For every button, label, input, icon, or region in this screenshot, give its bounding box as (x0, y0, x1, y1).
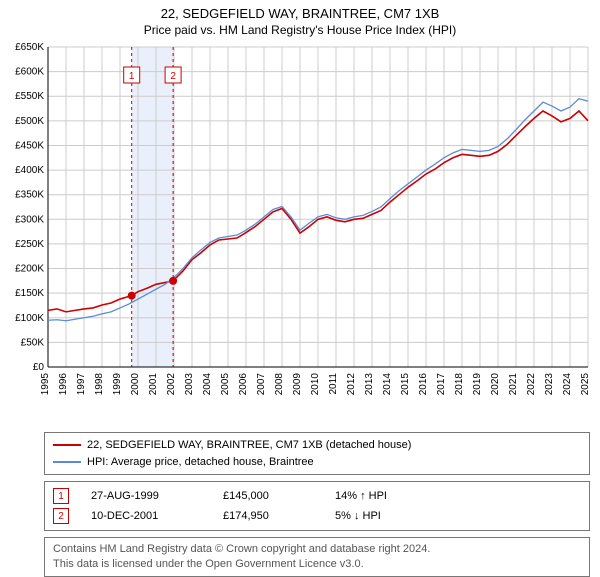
legend-row: 22, SEDGEFIELD WAY, BRAINTREE, CM7 1XB (… (53, 437, 581, 454)
svg-text:2013: 2013 (364, 373, 375, 396)
legend-label: HPI: Average price, detached house, Brai… (87, 454, 314, 471)
transactions-table: 1 27-AUG-1999 £145,000 14% ↑ HPI 2 10-DEC-200… (44, 481, 590, 531)
svg-text:1995: 1995 (40, 373, 51, 396)
svg-text:2014: 2014 (382, 373, 393, 396)
transaction-marker: 2 (53, 508, 69, 524)
svg-text:£500K: £500K (15, 116, 44, 127)
legend-swatch (53, 461, 81, 463)
transaction-price: £145,000 (223, 490, 313, 502)
attribution: Contains HM Land Registry data © Crown c… (44, 537, 590, 577)
svg-text:2: 2 (170, 71, 176, 82)
svg-text:£150K: £150K (15, 288, 44, 299)
svg-text:£550K: £550K (15, 91, 44, 102)
svg-text:2018: 2018 (454, 373, 465, 396)
svg-text:2012: 2012 (346, 373, 357, 396)
svg-text:£0: £0 (33, 362, 45, 373)
svg-text:£100K: £100K (15, 313, 44, 324)
svg-text:2002: 2002 (166, 373, 177, 396)
transaction-delta: 5% ↓ HPI (335, 510, 425, 522)
svg-text:£400K: £400K (15, 165, 44, 176)
svg-text:1998: 1998 (94, 373, 105, 396)
svg-text:2005: 2005 (220, 373, 231, 396)
svg-text:2022: 2022 (526, 373, 537, 396)
svg-text:2016: 2016 (418, 373, 429, 396)
svg-text:1996: 1996 (58, 373, 69, 396)
svg-text:£600K: £600K (15, 67, 44, 78)
transaction-marker: 1 (53, 488, 69, 504)
svg-text:£250K: £250K (15, 239, 44, 250)
svg-text:£300K: £300K (15, 214, 44, 225)
svg-text:2009: 2009 (292, 373, 303, 396)
svg-text:2006: 2006 (238, 373, 249, 396)
svg-text:1999: 1999 (112, 373, 123, 396)
page-subtitle: Price paid vs. HM Land Registry's House … (0, 23, 600, 37)
legend-row: HPI: Average price, detached house, Brai… (53, 454, 581, 471)
svg-text:2003: 2003 (184, 373, 195, 396)
transaction-delta: 14% ↑ HPI (335, 490, 425, 502)
svg-text:2019: 2019 (472, 373, 483, 396)
attribution-line2: This data is licensed under the Open Gov… (53, 557, 581, 572)
svg-text:2001: 2001 (148, 373, 159, 396)
legend-swatch (53, 444, 81, 446)
svg-text:2020: 2020 (490, 373, 501, 396)
svg-text:2011: 2011 (328, 373, 339, 395)
legend-label: 22, SEDGEFIELD WAY, BRAINTREE, CM7 1XB (… (87, 437, 411, 454)
svg-text:£650K: £650K (15, 42, 44, 53)
svg-text:£350K: £350K (15, 190, 44, 201)
svg-text:2021: 2021 (508, 373, 519, 396)
transaction-row: 1 27-AUG-1999 £145,000 14% ↑ HPI (53, 486, 581, 506)
svg-text:2025: 2025 (580, 373, 591, 396)
svg-text:2023: 2023 (544, 373, 555, 396)
svg-text:2007: 2007 (256, 373, 267, 396)
transaction-date: 10-DEC-2001 (91, 510, 201, 522)
page-title: 22, SEDGEFIELD WAY, BRAINTREE, CM7 1XB (0, 6, 600, 21)
svg-text:2024: 2024 (562, 373, 573, 396)
svg-text:2008: 2008 (274, 373, 285, 396)
svg-text:£50K: £50K (21, 337, 45, 348)
transaction-price: £174,950 (223, 510, 313, 522)
svg-text:£450K: £450K (15, 140, 44, 151)
svg-text:2010: 2010 (310, 373, 321, 396)
transaction-row: 2 10-DEC-2001 £174,950 5% ↓ HPI (53, 506, 581, 526)
transaction-date: 27-AUG-1999 (91, 490, 201, 502)
legend: 22, SEDGEFIELD WAY, BRAINTREE, CM7 1XB (… (44, 432, 590, 475)
svg-text:2004: 2004 (202, 373, 213, 396)
svg-text:1: 1 (129, 71, 135, 82)
svg-text:2000: 2000 (130, 373, 141, 396)
attribution-line1: Contains HM Land Registry data © Crown c… (53, 542, 581, 557)
svg-text:2015: 2015 (400, 373, 411, 396)
price-chart: £0 £50K £100K £150K £200K £250K £300K £350K £400… (4, 41, 594, 426)
svg-text:1997: 1997 (76, 373, 87, 396)
svg-text:£200K: £200K (15, 264, 44, 275)
svg-text:2017: 2017 (436, 373, 447, 396)
